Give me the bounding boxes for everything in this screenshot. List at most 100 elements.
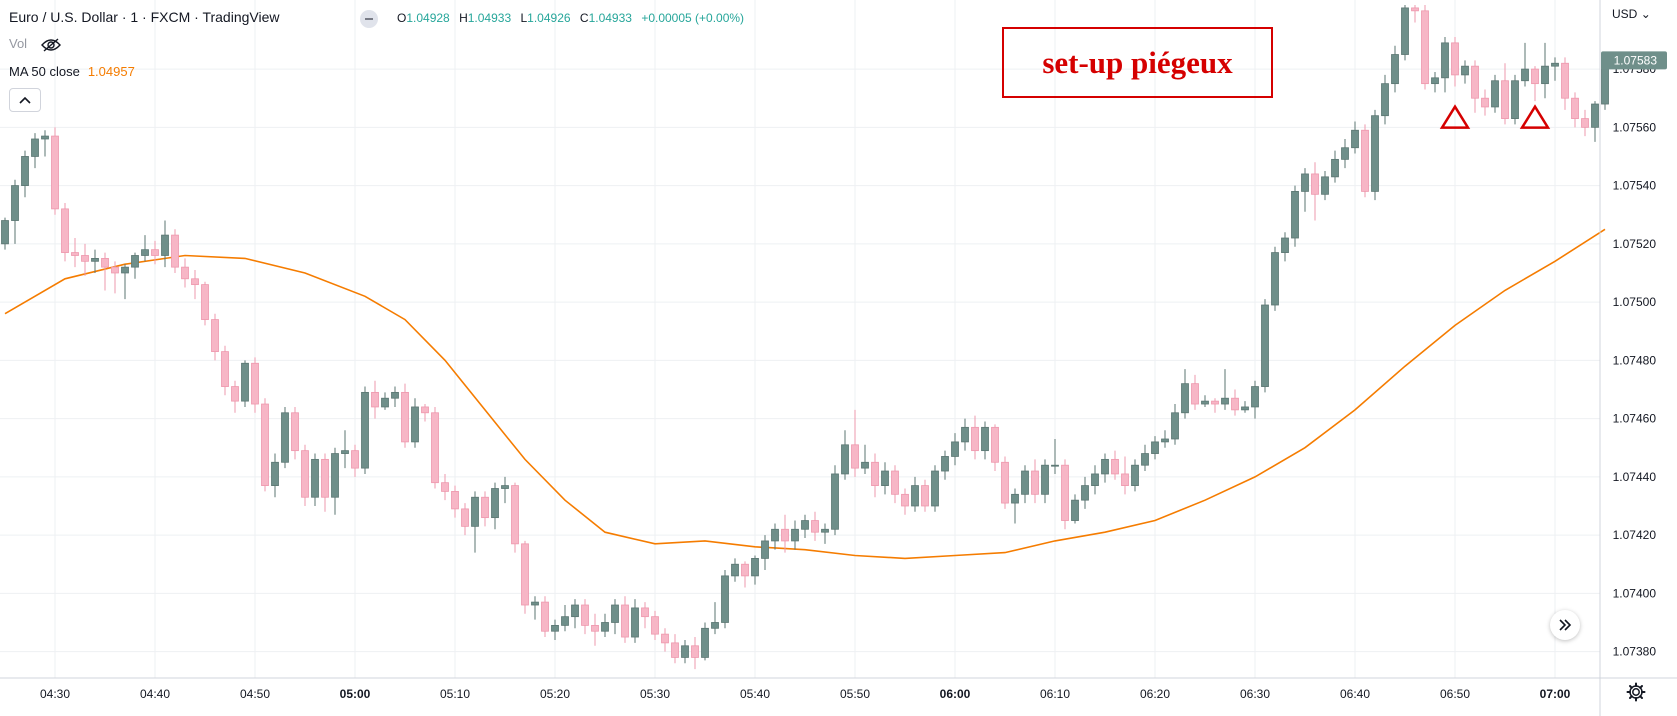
candle-body	[1561, 62, 1569, 99]
candle-up	[381, 392, 389, 410]
candle-body	[441, 482, 449, 492]
candle-body	[891, 470, 899, 495]
candle-body	[711, 622, 719, 629]
currency-selector[interactable]: USD ⌄	[1612, 7, 1651, 21]
candle-down	[691, 637, 699, 670]
candle-body	[641, 607, 649, 618]
ma-50-line	[4, 228, 1606, 560]
candle-body	[671, 642, 679, 658]
candle-up	[341, 430, 349, 469]
candle-body	[771, 528, 779, 542]
candle-down	[431, 406, 439, 489]
candle-body	[491, 488, 499, 519]
candle-body	[791, 528, 799, 542]
candle-up	[731, 558, 739, 582]
ma-legend[interactable]: MA 50 close 1.04957	[9, 64, 135, 79]
candle-down	[1561, 57, 1569, 110]
candle-up	[801, 514, 809, 539]
volume-legend[interactable]: Vol	[9, 36, 61, 52]
candle-body	[841, 444, 849, 475]
candle-down	[521, 540, 529, 614]
candle-body	[1301, 173, 1309, 192]
candle-up	[41, 130, 49, 157]
candle-body	[1181, 383, 1189, 414]
candle-body	[1171, 412, 1179, 440]
candle-up	[1281, 232, 1289, 262]
candle-body	[1391, 54, 1399, 85]
candle-body	[151, 249, 159, 256]
collapse-legend-button[interactable]	[9, 88, 41, 112]
candle-body	[21, 156, 29, 186]
candle-body	[661, 633, 669, 644]
candle-body	[321, 458, 329, 498]
candle-up	[1131, 459, 1139, 492]
more-button[interactable]	[360, 10, 378, 28]
candle-body	[71, 252, 79, 256]
annotation-box[interactable]: set-up piégeux	[1002, 27, 1273, 98]
x-tick-label: 05:40	[740, 687, 770, 701]
candle-down	[291, 406, 299, 460]
candle-body	[1051, 464, 1059, 467]
x-tick-label: 06:50	[1440, 687, 1470, 701]
candle-up	[331, 447, 339, 515]
candle-up	[1331, 150, 1339, 183]
candle-body	[311, 458, 319, 498]
candle-body	[1361, 129, 1369, 192]
x-tick-label: 06:30	[1240, 687, 1270, 701]
candle-body	[1151, 441, 1159, 454]
candle-body	[901, 493, 909, 507]
candle-up	[411, 398, 419, 448]
gear-icon[interactable]	[1626, 682, 1646, 702]
candle-body	[1091, 473, 1099, 486]
candle-up	[701, 622, 709, 661]
candle-body	[1141, 453, 1149, 466]
y-tick-label: 1.07500	[1613, 295, 1657, 309]
candle-body	[1261, 304, 1269, 387]
candle-body	[1191, 383, 1199, 405]
candle-up	[711, 602, 719, 635]
ohlc-readout: O1.04928 H1.04933 L1.04926 C1.04933 +0.0…	[397, 11, 744, 25]
candle-body	[781, 528, 789, 542]
y-tick-label: 1.07380	[1613, 645, 1657, 659]
candle-body	[1371, 115, 1379, 192]
chevron-up-icon	[19, 96, 31, 104]
candle-body	[431, 412, 439, 484]
candle-up	[31, 133, 39, 169]
candle-down	[971, 415, 979, 460]
y-tick-label: 1.07520	[1613, 237, 1657, 251]
candle-body	[681, 645, 689, 658]
candle-up	[961, 418, 969, 451]
scroll-to-realtime-button[interactable]	[1550, 610, 1580, 640]
candle-up	[1431, 71, 1439, 93]
x-tick-label: 04:30	[40, 687, 70, 701]
candle-body	[1221, 397, 1229, 405]
candle-body	[41, 135, 49, 140]
candle-body	[701, 627, 709, 658]
candle-up	[1491, 74, 1499, 113]
candle-down	[1501, 63, 1509, 125]
candle-up	[1251, 380, 1259, 419]
candle-body	[101, 258, 109, 268]
candle-down	[1001, 456, 1009, 509]
eye-off-icon[interactable]	[40, 38, 61, 52]
candle-body	[201, 284, 209, 320]
candle-up	[131, 252, 139, 279]
grid	[0, 0, 1600, 678]
candle-body	[911, 485, 919, 507]
candle-body	[1131, 464, 1139, 486]
candle-body	[1451, 42, 1459, 76]
candle-up	[1201, 395, 1209, 407]
candle-body	[81, 255, 89, 262]
candle-up	[981, 421, 989, 460]
candle-body	[1201, 400, 1209, 405]
candle-body	[111, 266, 119, 274]
candle-up	[1321, 171, 1329, 201]
candle-down	[661, 628, 669, 652]
symbol-title[interactable]: Euro / U.S. Dollar · 1 · FXCM · TradingV…	[9, 9, 280, 25]
candle-body	[381, 397, 389, 408]
candle-body	[1241, 406, 1249, 411]
candle-down	[201, 281, 209, 326]
candle-down	[1471, 60, 1479, 113]
